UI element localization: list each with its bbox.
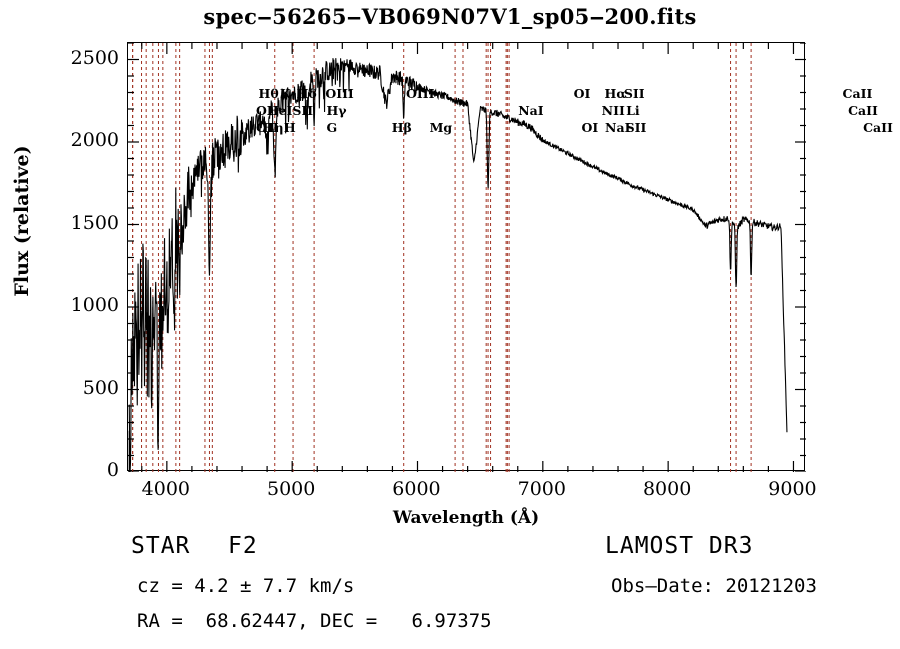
obs-date: Obs‒Date: 20121203 (611, 575, 817, 597)
footer-metadata: STAR F2 LAMOST DR3 cz = 4.2 ± 7.7 km/s O… (0, 527, 900, 647)
x-tick-label: 5000 (266, 478, 316, 500)
y-tick-label: 1000 (70, 294, 119, 316)
y-tick-label: 500 (82, 376, 119, 399)
x-tick-label: 9000 (768, 478, 817, 500)
spectral-line-label: CaII (842, 86, 873, 101)
x-tick-label: 7000 (517, 478, 566, 500)
y-tick-label: 0 (106, 459, 119, 481)
spectral-line-label: CaII (863, 120, 893, 135)
spectral-class: F2 (228, 533, 258, 559)
spectrum-curve (128, 58, 788, 472)
spectrum-canvas (128, 43, 806, 472)
cz-value: cz = 4.2 ± 7.7 km/s (137, 575, 355, 597)
axis-ticks (128, 43, 806, 472)
x-tick-label: 6000 (392, 478, 441, 500)
spectral-line-label: CaII (848, 103, 878, 118)
x-tick-label: 8000 (642, 478, 692, 500)
page-title: spec‒56265‒VB069N07V1_sp05‒200.fits (203, 4, 697, 29)
coordinates: RA = 68.62447, DEC = 6.97375 (137, 610, 492, 632)
y-tick-label: 1500 (70, 211, 119, 234)
survey-label: LAMOST DR3 (605, 533, 754, 559)
object-type: STAR (131, 533, 191, 559)
x-tick-label: 4000 (141, 478, 191, 500)
x-axis-label: Wavelength (Å) (392, 508, 540, 528)
y-tick-label: 2500 (70, 46, 119, 69)
y-tick-label: 2000 (70, 129, 119, 151)
y-axis-label: Flux (relative) (11, 145, 33, 297)
plot-frame: OII OII Hθ Hη K H HeI Hδ SII Hγ G OIII Hβ OIII Mg NaI OI… (127, 42, 893, 472)
